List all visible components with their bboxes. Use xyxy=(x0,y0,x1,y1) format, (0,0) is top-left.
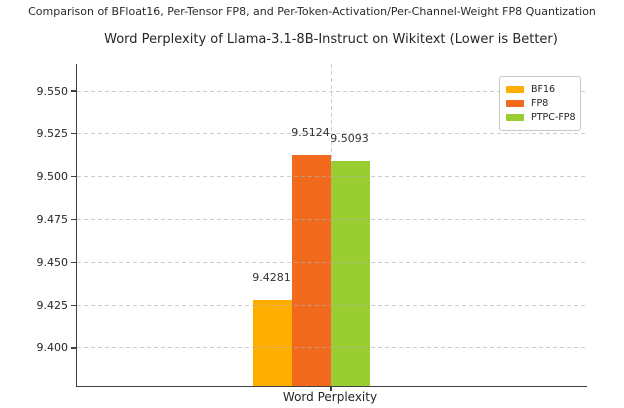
y-tick-mark xyxy=(71,261,77,263)
legend-item: FP8 xyxy=(506,97,574,110)
legend-label: FP8 xyxy=(531,98,549,109)
y-tick-label: 9.425 xyxy=(36,298,69,312)
bar-bf16 xyxy=(253,299,292,386)
bar-value-label-ptpc-fp8: 9.5093 xyxy=(330,131,369,145)
y-tick-mark xyxy=(71,90,77,92)
y-tick-label: 9.450 xyxy=(36,255,69,269)
legend: BF16 FP8 PTPC-FP8 xyxy=(499,76,581,131)
legend-item: BF16 xyxy=(506,83,574,96)
y-tick-label: 9.475 xyxy=(36,213,69,227)
y-tick-label: 9.525 xyxy=(36,127,69,141)
legend-label: PTPC-FP8 xyxy=(531,112,576,123)
y-tick-mark xyxy=(71,176,77,178)
bar-fp8 xyxy=(292,155,331,386)
y-tick-mark xyxy=(71,304,77,306)
x-tick-label: Word Perplexity xyxy=(282,390,378,404)
y-tick-label: 9.400 xyxy=(36,341,69,355)
bar-value-label-bf16: 9.4281 xyxy=(252,270,291,284)
chart-title: Word Perplexity of Llama-3.1-8B-Instruct… xyxy=(104,32,558,47)
y-tick-mark xyxy=(71,218,77,221)
x-tick-mark xyxy=(330,386,332,391)
legend-label: BF16 xyxy=(531,84,556,95)
y-tick-mark xyxy=(71,133,77,135)
bar-ptpc-fp8 xyxy=(331,160,370,386)
y-tick-label: 9.550 xyxy=(36,84,69,98)
legend-swatch xyxy=(506,86,524,93)
y-tick-mark xyxy=(71,347,77,349)
legend-swatch xyxy=(506,100,524,107)
bar-value-label-fp8: 9.5124 xyxy=(291,126,330,140)
figure-suptitle: Comparison of BFloat16, Per-Tensor FP8, … xyxy=(28,5,596,18)
y-tick-label: 9.500 xyxy=(36,170,69,184)
legend-swatch xyxy=(506,114,524,121)
legend-item: PTPC-FP8 xyxy=(506,111,576,124)
